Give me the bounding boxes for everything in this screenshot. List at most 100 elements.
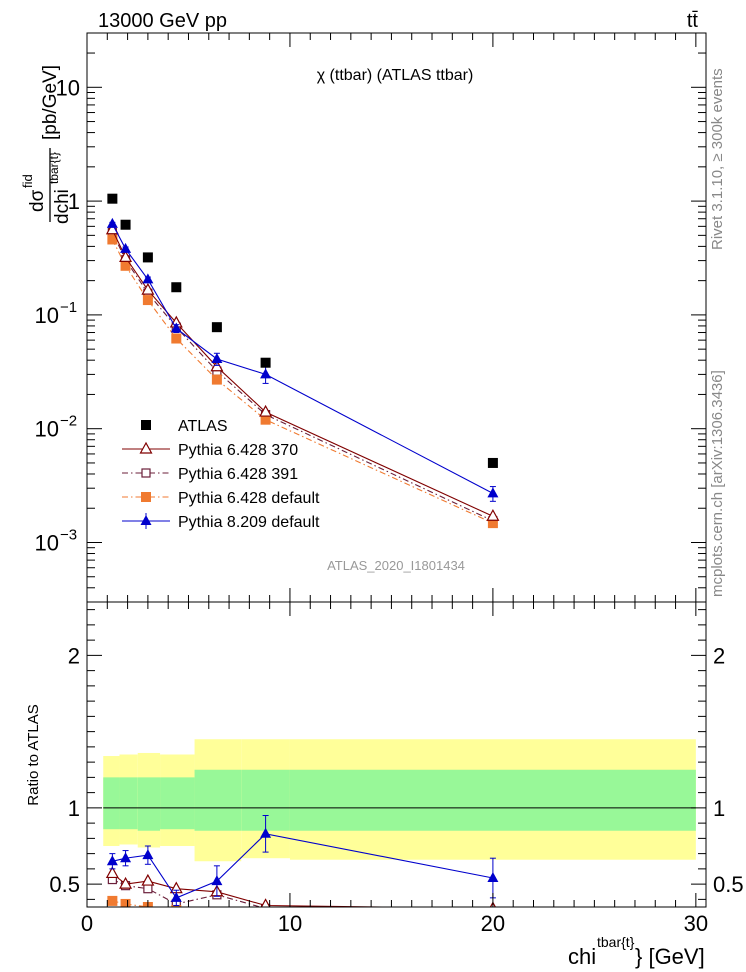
series-ATLAS <box>107 193 498 468</box>
rivet-label: Rivet 3.1.10, ≥ 300k events <box>709 68 726 250</box>
y-tick-label: 1 <box>68 189 80 214</box>
legend-label: Pythia 6.428 391 <box>178 466 298 483</box>
data-point-py370 <box>119 250 133 263</box>
series-py370 <box>105 866 497 907</box>
ratio-y-tick-label: 2 <box>68 643 80 668</box>
data-point-py370 <box>486 509 500 521</box>
legend-entry-ATLAS: ATLAS <box>141 418 228 435</box>
data-point-pydef <box>107 234 118 245</box>
data-point-py8 <box>142 849 154 860</box>
data-point-pydef <box>107 895 118 906</box>
ratio-y-tick-label-right: 2 <box>713 643 725 668</box>
header-left: 13000 GeV pp <box>98 10 227 32</box>
data-point-py370 <box>259 404 273 417</box>
data-point-ATLAS <box>260 357 271 368</box>
data-point-pydef <box>487 518 498 529</box>
ratio-y-tick-label-right: 1 <box>713 796 725 821</box>
ylabel-num-sup: fid <box>20 174 35 188</box>
series-py370 <box>105 222 500 521</box>
y-tick-label: 10 <box>35 303 59 328</box>
legend-entry-pydef: Pythia 6.428 default <box>122 490 320 507</box>
data-point-pydef <box>261 910 271 920</box>
xlabel-sup: tbar{t} <box>597 934 635 950</box>
legend-entry-py370: Pythia 6.428 370 <box>122 441 298 459</box>
x-tick-label: 10 <box>278 911 302 936</box>
series-line-py370 <box>111 229 494 517</box>
legend-label: Pythia 6.428 370 <box>178 442 298 459</box>
data-point-ATLAS <box>107 193 118 204</box>
data-point-py391 <box>143 884 153 894</box>
legend-entry-py8: Pythia 8.209 default <box>122 513 320 531</box>
data-point-pydef <box>120 898 131 907</box>
uncertainty-band-inner <box>103 777 120 830</box>
data-point-py8 <box>260 368 272 379</box>
legend: ATLAS Pythia 6.428 370 Pythia 6.428 391 Pyt… <box>122 418 320 531</box>
series-py8 <box>106 217 499 502</box>
data-point-py8 <box>170 322 182 333</box>
data-point-py8 <box>487 487 499 498</box>
data-point-py370 <box>141 873 155 886</box>
data-point-py370 <box>119 876 133 889</box>
data-point-py8 <box>211 352 223 363</box>
data-point-py8 <box>120 852 132 863</box>
ratio-series-layer <box>105 815 499 920</box>
data-point-pydef <box>171 333 182 344</box>
data-point-py8 <box>120 242 132 253</box>
main-series-layer <box>105 193 500 529</box>
ratio-y-tick-label-right: 0.5 <box>713 872 744 897</box>
ratio-y-tick-label: 1 <box>68 796 80 821</box>
analysis-tag: ATLAS_2020_I1801434 <box>327 558 465 573</box>
ratio-plot-area <box>103 739 696 862</box>
header-right: tt̄ <box>687 10 699 32</box>
legend-label: ATLAS <box>178 418 228 435</box>
data-point-py8 <box>487 872 499 883</box>
x-tick-label: 30 <box>684 911 708 936</box>
uncertainty-band-inner <box>194 769 242 831</box>
data-point-ATLAS <box>211 322 222 333</box>
series-py8 <box>106 815 499 906</box>
uncertainty-band-inner <box>160 777 195 830</box>
data-point-ATLAS <box>171 282 182 293</box>
xlabel-unit: } [GeV] <box>635 944 705 969</box>
data-point-py8 <box>211 875 223 886</box>
legend-marker <box>139 441 153 454</box>
legend-marker <box>141 468 151 478</box>
ratio-y-tick-label: 0.5 <box>49 872 80 897</box>
ylabel-den-sup: tbar{t} <box>47 152 61 184</box>
series-pydef <box>107 895 271 920</box>
uncertainty-band-inner <box>289 769 696 831</box>
y-tick-label: 10 <box>35 417 59 442</box>
uncertainty-band-inner <box>137 777 161 831</box>
ylabel-unit: [pb/GeV] <box>40 65 61 140</box>
y-tick-label: 10 <box>56 75 80 100</box>
legend-label: Pythia 6.428 default <box>178 490 320 507</box>
data-point-py370 <box>141 282 155 295</box>
xlabel: chi tbar{t} } [GeV] <box>568 934 705 969</box>
series-pydef <box>107 234 498 529</box>
y-tick-label-exp: −2 <box>60 413 77 430</box>
data-point-py370 <box>260 898 271 907</box>
data-point-ATLAS <box>487 457 498 468</box>
data-point-pydef <box>120 260 131 271</box>
data-point-ATLAS <box>142 252 153 263</box>
series-py391 <box>107 227 498 526</box>
data-point-pydef <box>171 905 182 907</box>
series-line-pydef <box>111 239 494 524</box>
ratio-axes: 0.5 0.51 12 20 10 20 30 <box>49 602 744 936</box>
series-line-pydef <box>112 900 154 907</box>
ylabel-num: dσ <box>27 189 48 212</box>
data-point-py8 <box>106 217 118 228</box>
data-point-py8 <box>142 273 154 284</box>
ylabel-den: dchi <box>52 189 73 224</box>
ratio-ylabel: Ratio to ATLAS <box>25 704 42 805</box>
x-tick-label: 20 <box>481 911 505 936</box>
data-point-py8 <box>260 827 272 838</box>
data-point-pydef <box>211 906 222 907</box>
series-line-py8 <box>111 223 494 494</box>
y-tick-label-exp: −1 <box>60 299 77 316</box>
y-tick-label-exp: −3 <box>60 526 77 543</box>
data-point-pydef <box>142 295 153 306</box>
legend-label: Pythia 8.209 default <box>178 514 320 531</box>
